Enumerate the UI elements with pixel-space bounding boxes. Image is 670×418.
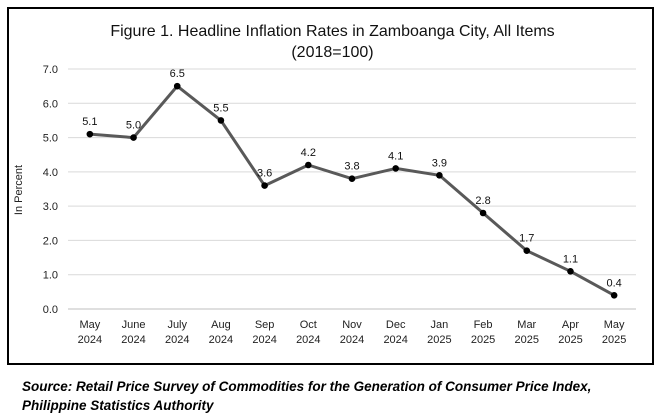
chart-frame: Figure 1. Headline Inflation Rates in Za… bbox=[7, 7, 654, 365]
x-tick-label: 2024 bbox=[296, 334, 320, 346]
data-label: 1.7 bbox=[519, 233, 534, 245]
chart-title-line2: (2018=100) bbox=[291, 44, 374, 61]
series-markers bbox=[86, 82, 618, 299]
y-tick-label: 6.0 bbox=[43, 98, 58, 110]
data-label: 6.5 bbox=[170, 68, 185, 80]
data-point bbox=[305, 161, 312, 169]
x-tick-label: May bbox=[604, 319, 625, 331]
y-tick-label: 7.0 bbox=[43, 64, 58, 76]
x-tick-label: May bbox=[79, 319, 100, 331]
data-label: 5.1 bbox=[82, 116, 97, 128]
x-tick-label: Sep bbox=[255, 319, 275, 331]
data-label: 1.1 bbox=[563, 253, 578, 265]
x-tick-label: 2024 bbox=[121, 334, 145, 346]
data-label: 2.8 bbox=[475, 195, 490, 207]
data-point bbox=[348, 175, 356, 183]
data-label: 3.8 bbox=[344, 161, 359, 173]
axes: 0.0 1.0 2.0 3.0 4.0 5.0 6.0 7.0 May 2024 June 2024 J… bbox=[43, 64, 636, 346]
chart-title-line1: Figure 1. Headline Inflation Rates in Za… bbox=[110, 23, 555, 40]
source-note: Source: Retail Price Survey of Commoditi… bbox=[22, 379, 592, 413]
data-point bbox=[217, 117, 225, 124]
x-tick-label: 2024 bbox=[383, 334, 407, 346]
x-tick-label: 2024 bbox=[209, 334, 233, 346]
data-label: 5.0 bbox=[126, 120, 141, 132]
x-tick-label: Nov bbox=[342, 319, 362, 331]
x-tick-label: 2024 bbox=[78, 334, 102, 346]
x-tick-label: Oct bbox=[300, 319, 317, 331]
x-tick-label: 2025 bbox=[471, 334, 495, 346]
data-label: 0.4 bbox=[607, 277, 622, 289]
x-tick-label: 2024 bbox=[340, 334, 364, 346]
x-tick-label: 2025 bbox=[602, 334, 626, 346]
x-tick-label: Jan bbox=[431, 319, 449, 331]
y-tick-label: 1.0 bbox=[43, 270, 58, 282]
x-tick-label: 2025 bbox=[427, 334, 451, 346]
x-tick-label: 2024 bbox=[252, 334, 276, 346]
data-label: 3.9 bbox=[432, 157, 447, 169]
data-label: 4.2 bbox=[301, 147, 316, 159]
data-point bbox=[436, 171, 443, 179]
data-point bbox=[479, 209, 487, 217]
x-tick-label: 2025 bbox=[558, 334, 582, 346]
x-tick-label: Aug bbox=[211, 319, 231, 331]
data-point bbox=[173, 82, 181, 90]
data-point bbox=[86, 130, 94, 138]
data-point bbox=[523, 247, 531, 255]
data-point bbox=[392, 165, 399, 172]
data-label: 4.1 bbox=[388, 150, 403, 162]
series-line-layer bbox=[89, 84, 615, 297]
x-tick-label: Feb bbox=[474, 319, 493, 331]
line-chart: 0.0 1.0 2.0 3.0 4.0 5.0 6.0 7.0 May 2024 June 2024 J… bbox=[13, 64, 636, 346]
chart-title: Figure 1. Headline Inflation Rates in Za… bbox=[9, 21, 656, 63]
y-tick-label: 2.0 bbox=[43, 235, 58, 247]
y-tick-label: 4.0 bbox=[43, 167, 58, 179]
y-axis-label: In Percent bbox=[13, 165, 25, 215]
y-tick-label: 3.0 bbox=[43, 201, 58, 213]
y-tick-label: 5.0 bbox=[43, 133, 58, 145]
data-point bbox=[567, 267, 574, 275]
x-tick-label: Mar bbox=[517, 319, 536, 331]
y-tick-label: 0.0 bbox=[43, 304, 58, 316]
data-point bbox=[261, 182, 268, 189]
x-tick-label: Dec bbox=[386, 319, 406, 331]
data-point bbox=[610, 291, 618, 299]
series-line bbox=[89, 84, 615, 297]
x-tick-label: 2025 bbox=[515, 334, 539, 346]
data-point bbox=[130, 134, 137, 141]
data-label: 3.6 bbox=[257, 168, 272, 180]
x-tick-label: Apr bbox=[562, 319, 579, 331]
x-tick-label: 2024 bbox=[165, 334, 189, 346]
x-tick-label: July bbox=[167, 319, 187, 331]
data-labels: 5.1 5.0 6.5 5.5 3.6 4.2 3.8 4.1 3.9 2.8 1.7 1.1 0.4 bbox=[82, 68, 622, 289]
x-tick-label: June bbox=[122, 319, 146, 331]
data-label: 5.5 bbox=[213, 102, 228, 114]
